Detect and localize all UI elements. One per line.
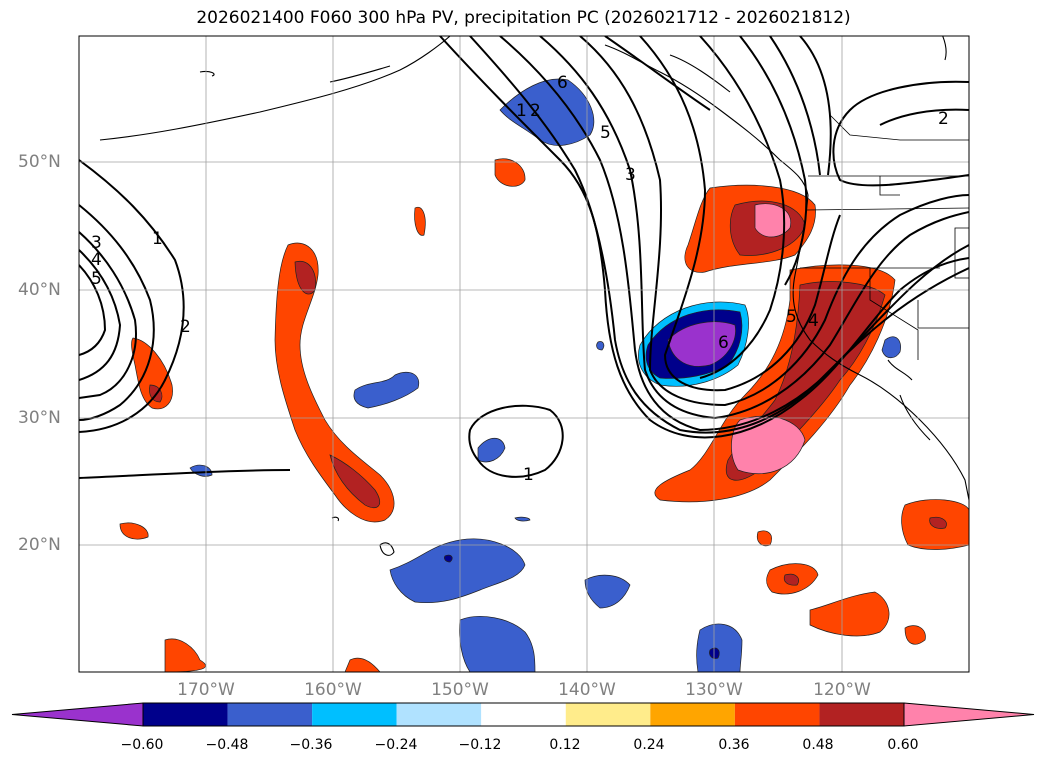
colorbar-tick-label: −0.24 (374, 737, 418, 753)
lat-label-40n: 40°N (18, 280, 61, 300)
colorbar-tick-label: 0.48 (802, 737, 834, 753)
colorbar-swatch (650, 703, 735, 726)
contour-label: 3 (625, 165, 636, 185)
graticule (79, 36, 969, 672)
contour-label: 1 (523, 465, 534, 485)
contour-label: 1 (152, 229, 163, 249)
lon-label-120w: 120°W (813, 680, 871, 700)
lat-label-30n: 30°N (18, 408, 61, 428)
lon-label-170w: 170°W (177, 680, 235, 700)
colorbar-tick-label: −0.12 (458, 737, 502, 753)
contour-label: 4 (91, 250, 102, 270)
map-frame (78, 35, 970, 673)
colorbar-tick-label: −0.36 (289, 737, 333, 753)
colorbar (11, 702, 1035, 727)
lon-label-140w: 140°W (558, 680, 616, 700)
map-plot-area: 1 2 3 4 5 1 2 3 5 6 6 5 4 1 2 (79, 36, 969, 672)
colorbar-tick-label: 0.60 (887, 737, 919, 753)
coastlines (99, 36, 969, 556)
contour-label: 6 (718, 333, 729, 353)
contour-label: 2 (180, 317, 191, 337)
map-title: 2026021400 F060 300 hPa PV, precipitatio… (196, 8, 851, 28)
contour-label: 5 (600, 123, 611, 143)
contour-labels: 1 2 3 4 5 1 2 3 5 6 6 5 4 1 2 (91, 73, 949, 485)
contour-label: 2 (530, 101, 541, 121)
colorbar-tick-label: −0.60 (120, 737, 164, 753)
contour-label: 5 (786, 307, 797, 327)
lon-label-130w: 130°W (685, 680, 743, 700)
colorbar-extend-low (11, 702, 144, 727)
colorbar-swatch (312, 703, 397, 726)
contour-label: 3 (91, 233, 102, 253)
colorbar-extend-high (903, 702, 1035, 727)
lon-label-150w: 150°W (431, 680, 489, 700)
colorbar-swatch (227, 703, 313, 726)
colorbar-swatch (396, 703, 482, 726)
contour-label: 4 (808, 311, 819, 331)
contour-label: 6 (557, 73, 568, 93)
colorbar-tick-label: 0.36 (718, 737, 750, 753)
colorbar-swatch (819, 703, 904, 726)
contour-label: 5 (91, 269, 102, 289)
negative-anomaly-shading (189, 78, 901, 672)
colorbar-tick-label: −0.48 (205, 737, 249, 753)
colorbar-swatch (143, 703, 228, 726)
contour-label: 1 (516, 101, 527, 121)
colorbar-swatch (565, 703, 651, 726)
colorbar-swatch (481, 703, 566, 726)
lat-label-20n: 20°N (18, 535, 61, 555)
lat-label-50n: 50°N (18, 152, 61, 172)
colorbar-tick-label: 0.24 (633, 737, 665, 753)
colorbar-tick-label: 0.12 (549, 737, 581, 753)
lon-label-160w: 160°W (304, 680, 362, 700)
colorbar-frame (142, 702, 905, 727)
contour-label: 2 (938, 109, 949, 129)
colorbar-swatch (734, 703, 820, 726)
pv-contours (79, 36, 969, 479)
